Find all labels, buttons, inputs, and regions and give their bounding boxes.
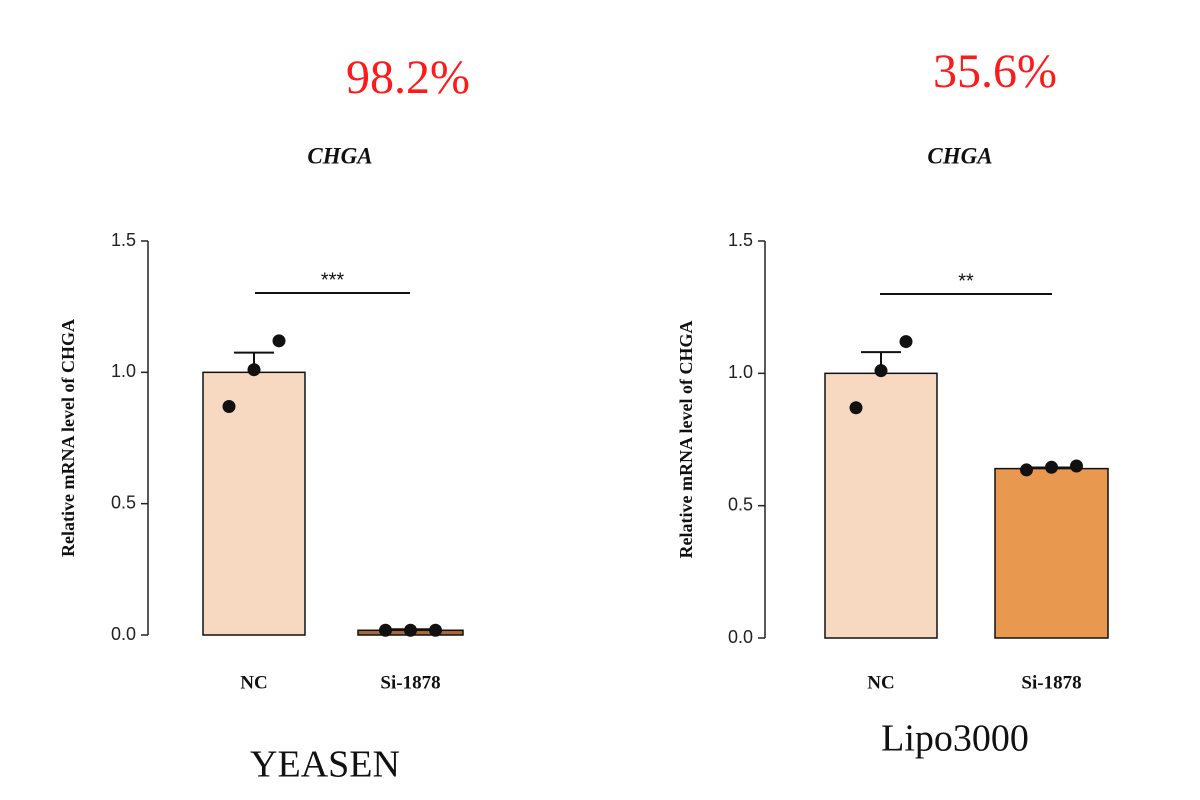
footer-label: YEASEN xyxy=(250,744,400,786)
data-point xyxy=(1070,459,1083,473)
bar xyxy=(824,372,938,639)
y-tick-label: 0.5 xyxy=(728,494,753,514)
x-tick-label: Si-1878 xyxy=(1021,672,1081,693)
bar xyxy=(994,467,1109,639)
data-point xyxy=(272,334,286,348)
bar xyxy=(202,371,306,636)
y-axis-label: Relative mRNA level of CHGA xyxy=(58,319,78,557)
x-tick-label: NC xyxy=(240,672,267,693)
y-tick-label: 1.5 xyxy=(728,230,753,250)
annotation: 35.6% xyxy=(933,45,1057,98)
y-tick-label: 0.5 xyxy=(111,492,136,512)
y-tick-label: 1.0 xyxy=(111,361,136,381)
significance-label: ** xyxy=(958,270,974,292)
data-point xyxy=(429,623,442,637)
y-tick-label: 0.0 xyxy=(111,624,136,644)
x-tick-label: Si-1878 xyxy=(380,672,440,693)
data-point xyxy=(1020,463,1033,477)
data-point xyxy=(874,364,888,378)
chart-title: CHGA xyxy=(307,143,372,168)
y-axis-label: Relative mRNA level of CHGA xyxy=(676,321,696,559)
data-point xyxy=(899,335,913,349)
chart-title: CHGA xyxy=(927,143,992,168)
data-point xyxy=(247,363,261,377)
significance-label: *** xyxy=(321,269,345,291)
data-point xyxy=(222,399,236,413)
y-tick-label: 1.0 xyxy=(728,362,753,382)
x-tick-label: NC xyxy=(867,672,894,693)
y-tick-label: 1.5 xyxy=(111,230,136,250)
annotation: 98.2% xyxy=(346,51,470,104)
y-tick-label: 0.0 xyxy=(728,627,753,647)
data-point xyxy=(849,401,863,415)
data-point xyxy=(404,623,417,637)
data-point xyxy=(379,623,392,637)
data-point xyxy=(1045,460,1058,474)
footer-label: Lipo3000 xyxy=(881,718,1029,760)
